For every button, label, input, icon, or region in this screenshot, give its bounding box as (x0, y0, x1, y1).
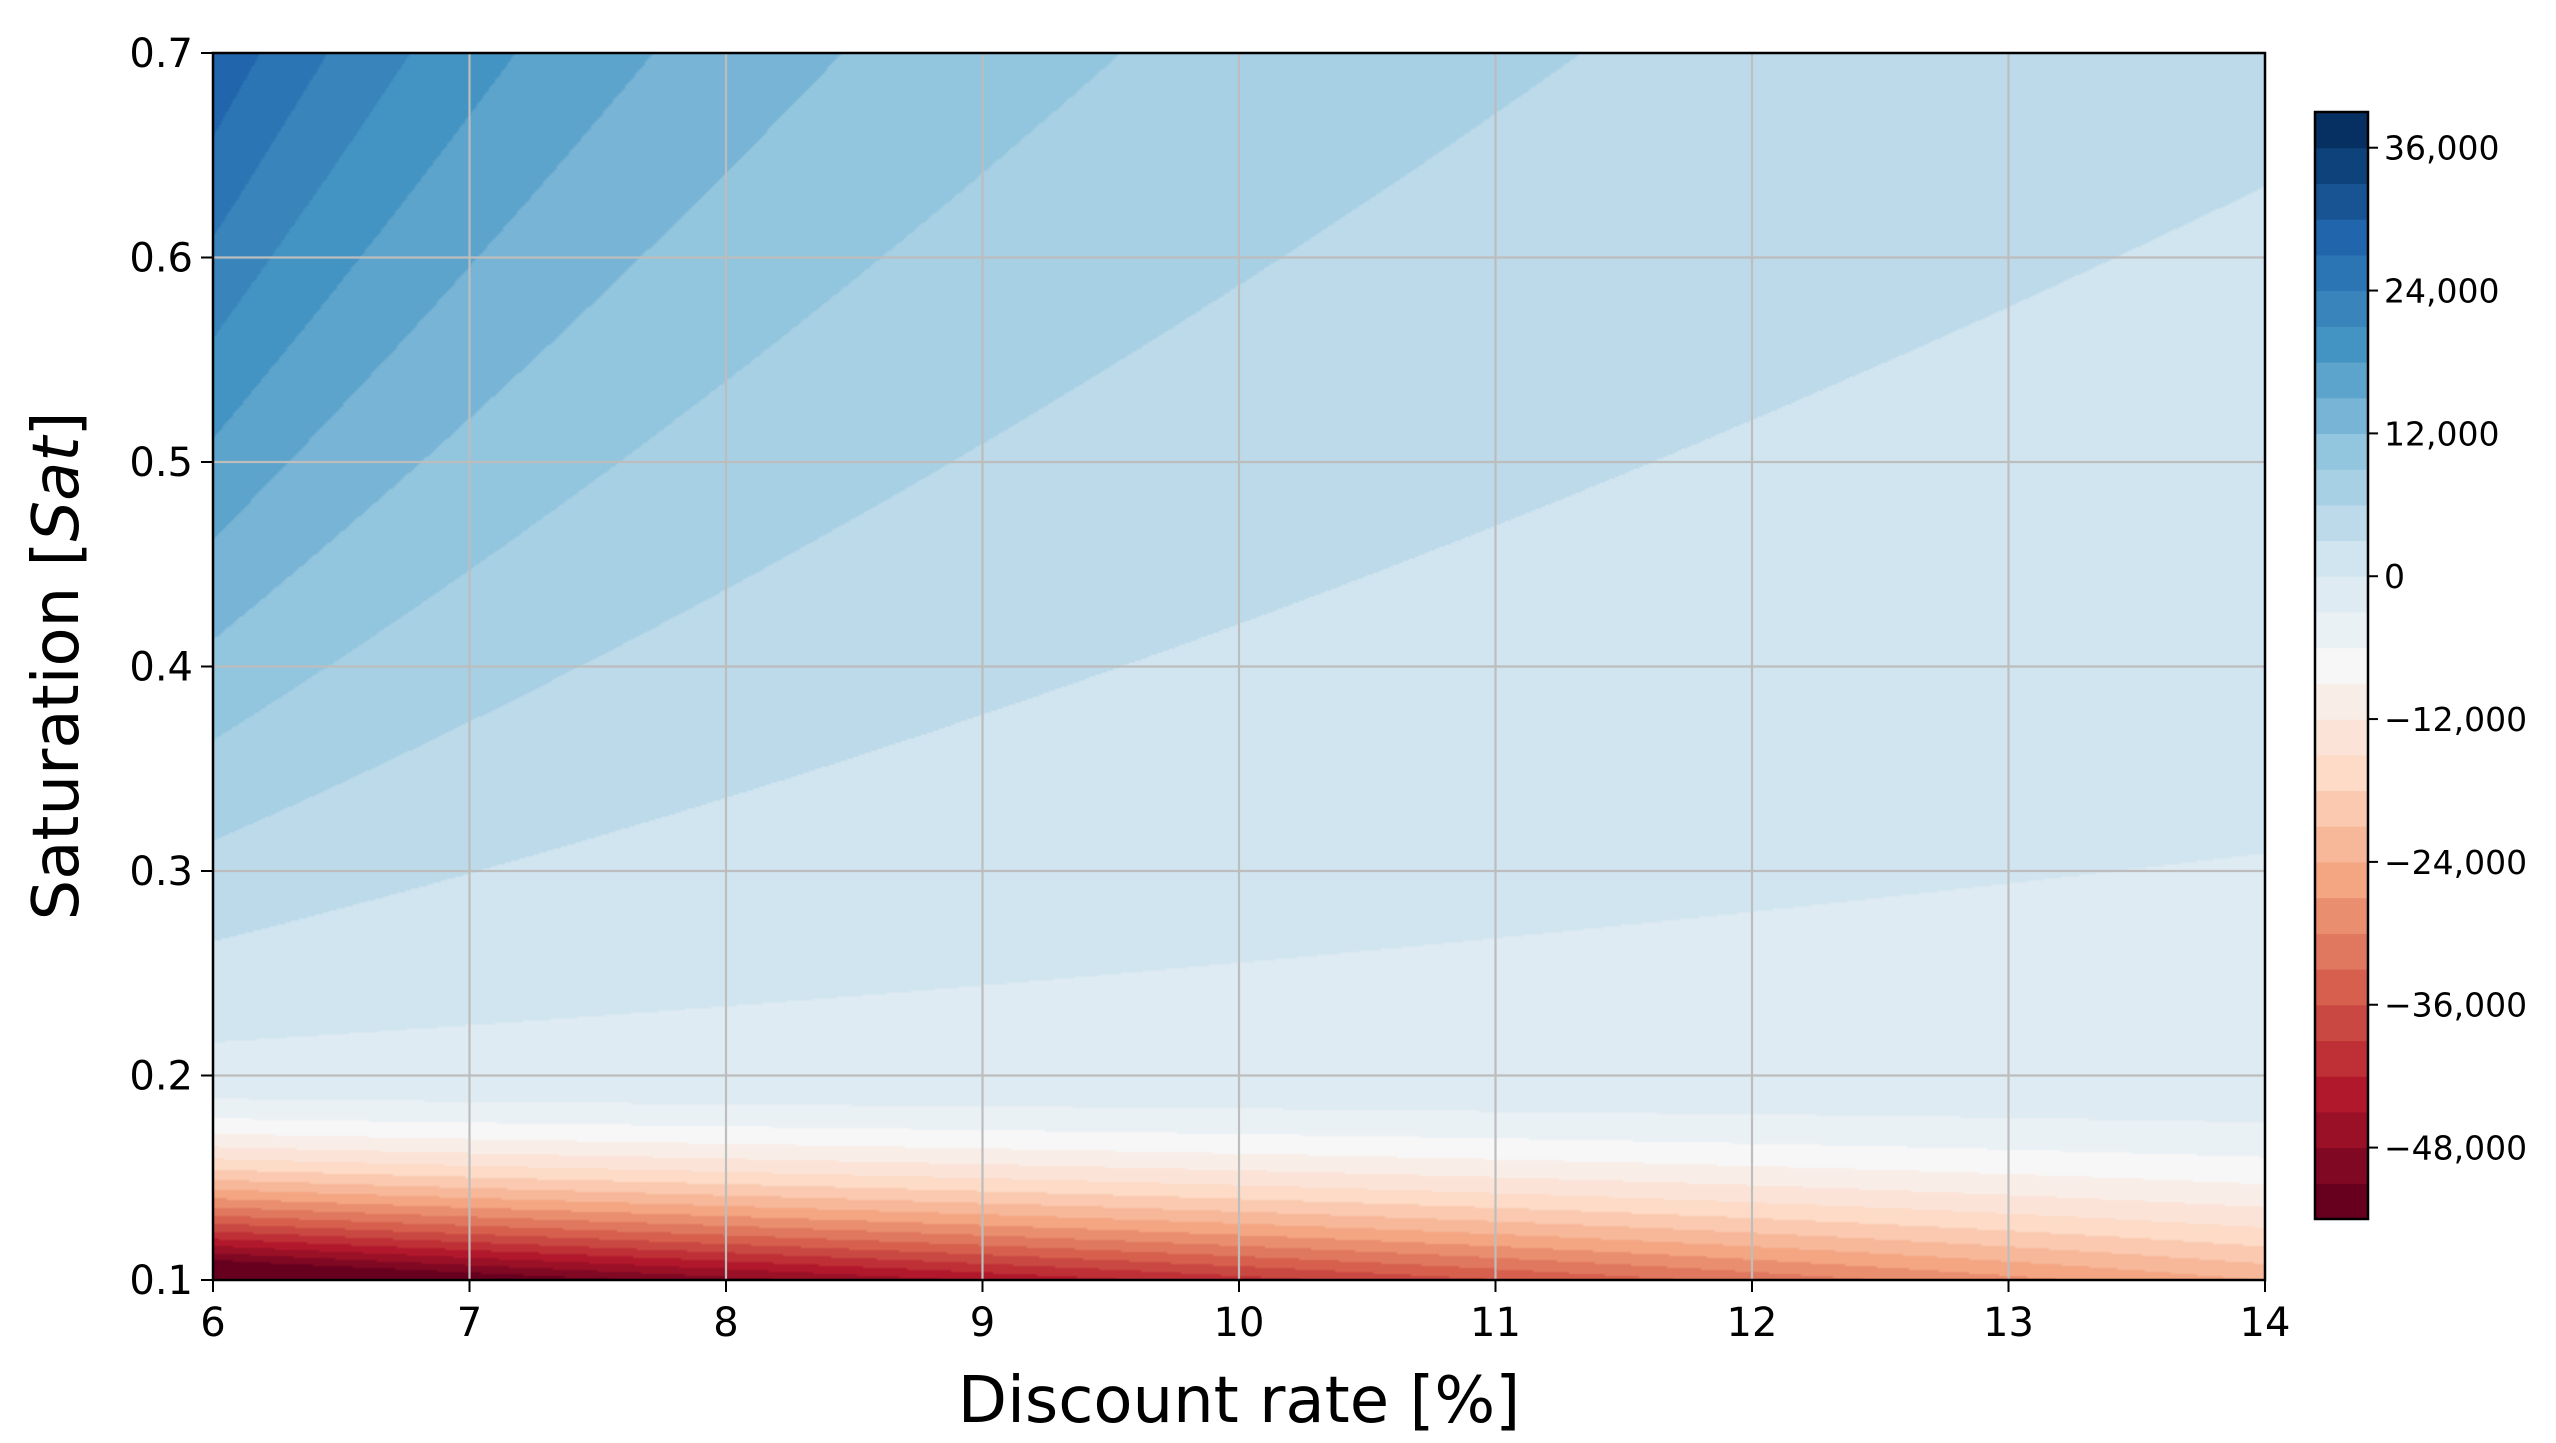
colorbar-tick-label: 12,000 (2384, 414, 2499, 453)
y-axis-title: Saturation [Sat] (20, 412, 94, 921)
colorbar-level (2315, 290, 2368, 327)
colorbar-level (2315, 647, 2368, 684)
x-axis-title: Discount rate [%] (958, 1364, 1520, 1438)
x-tick-label: 6 (200, 1300, 225, 1346)
x-tick-label: 12 (1727, 1300, 1778, 1346)
colorbar-level (2315, 897, 2368, 934)
colorbar-tick-label: −24,000 (2384, 843, 2527, 882)
colorbar-tick-label: 0 (2384, 557, 2405, 596)
colorbar-level (2315, 826, 2368, 863)
colorbar-level (2315, 397, 2368, 434)
colorbar-level (2315, 611, 2368, 649)
x-tick-label: 8 (713, 1300, 738, 1346)
colorbar-tick-label: −48,000 (2384, 1129, 2527, 1168)
colorbar-frame (2313, 110, 2370, 1221)
colorbar-tick-label: 36,000 (2384, 129, 2499, 168)
plot-area (213, 53, 2265, 1280)
colorbar-level (2315, 576, 2368, 613)
y-tick-label: 0.4 (129, 645, 193, 691)
colorbar-level (2315, 147, 2368, 185)
colorbar-level (2315, 1147, 2368, 1184)
colorbar-level (2315, 254, 2368, 292)
y-tick-label: 0.5 (129, 440, 193, 486)
colorbar-level (2315, 469, 2368, 506)
colorbar-level (2315, 433, 2368, 470)
colorbar (2315, 112, 2368, 1220)
colorbar-level (2315, 504, 2368, 542)
x-tick-label: 14 (2240, 1300, 2291, 1346)
colorbar-level (2315, 361, 2368, 399)
colorbar-level (2315, 1076, 2368, 1113)
colorbar-level (2315, 112, 2368, 149)
y-tick-label: 0.3 (129, 849, 193, 895)
colorbar-tick-label: −36,000 (2384, 986, 2527, 1025)
x-tick-label: 10 (1214, 1300, 1265, 1346)
colorbar-level (2315, 1040, 2368, 1077)
colorbar-level (2315, 540, 2368, 577)
x-tick-label: 11 (1470, 1300, 1521, 1346)
colorbar-level (2315, 790, 2368, 827)
colorbar-tick-label: 24,000 (2384, 272, 2499, 311)
colorbar-level (2315, 1183, 2368, 1220)
x-axis: 6 7 8 9 10 11 12 13 14 (200, 1280, 2290, 1346)
colorbar-level (2315, 326, 2368, 363)
colorbar-tick-label: −12,000 (2384, 700, 2527, 739)
colorbar-level (2315, 183, 2368, 220)
colorbar-level (2315, 1111, 2368, 1149)
colorbar-ticks: 36,000 24,000 12,000 0 −12,000 −24,000 −36,000… (2368, 129, 2527, 1168)
colorbar-level (2315, 219, 2368, 256)
colorbar-level (2315, 969, 2368, 1006)
y-tick-label: 0.1 (129, 1258, 193, 1304)
grid-lines (213, 53, 2265, 1280)
x-tick-label: 7 (457, 1300, 482, 1346)
colorbar-level (2315, 1004, 2368, 1042)
colorbar-level (2315, 719, 2368, 756)
x-tick-label: 9 (970, 1300, 995, 1346)
y-tick-label: 0.6 (129, 236, 193, 282)
y-tick-label: 0.2 (129, 1054, 193, 1100)
colorbar-level (2315, 933, 2368, 970)
colorbar-level (2315, 861, 2368, 899)
x-tick-label: 13 (1983, 1300, 2034, 1346)
y-axis: 0.1 0.2 0.3 0.4 0.5 0.6 0.7 (129, 31, 213, 1304)
colorbar-level (2315, 754, 2368, 792)
y-tick-label: 0.7 (129, 31, 193, 77)
colorbar-level (2315, 683, 2368, 720)
